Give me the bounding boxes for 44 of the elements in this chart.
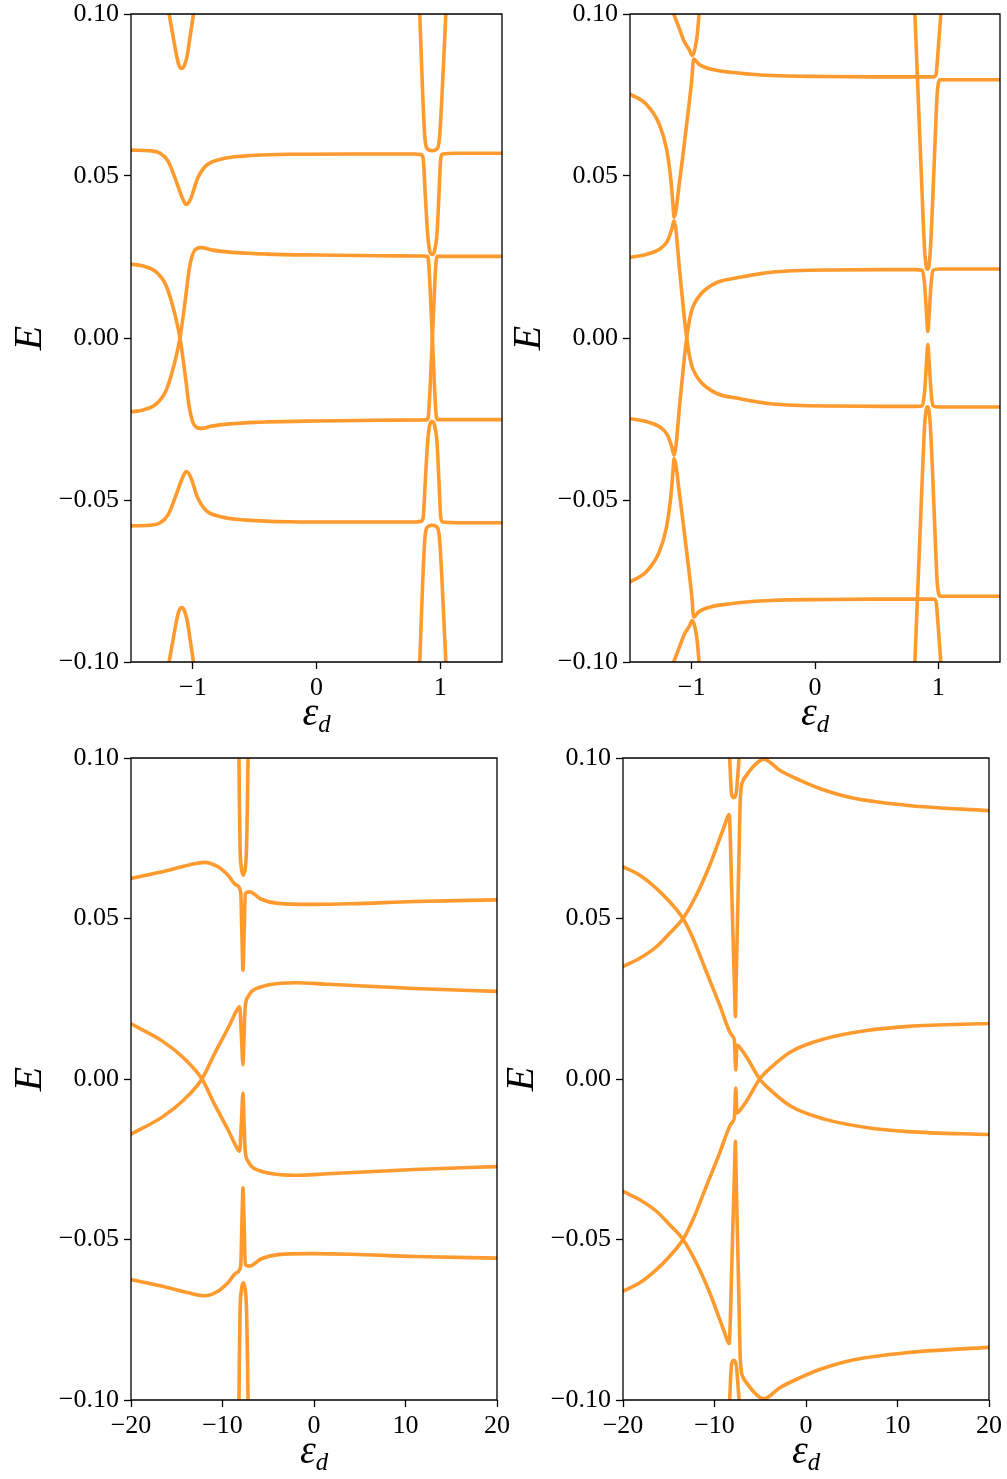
x-tick-label: −20 [602, 1410, 644, 1440]
y-tick-label: 0.00 [73, 1062, 119, 1092]
x-tick-label: −1 [677, 672, 706, 702]
x-tick-label: 10 [392, 1410, 419, 1440]
x-tick-label: −10 [694, 1410, 735, 1440]
y-tick-label: 0.00 [572, 321, 618, 351]
y-tick-label: 0.05 [565, 902, 611, 932]
y-tick-label: 0.05 [73, 902, 119, 932]
y-tick-label: 0.10 [565, 741, 611, 771]
y-tick-label: −0.05 [58, 483, 119, 513]
y-tick-label: 0.00 [565, 1062, 611, 1092]
x-tick-label: −1 [179, 672, 207, 702]
y-axis-title: E [504, 325, 549, 351]
line-series [237, 1281, 250, 1400]
y-axis-title: E [497, 1066, 542, 1092]
x-tick-label: −10 [202, 1410, 243, 1440]
x-tick-label: 1 [931, 672, 945, 702]
x-tick-label: 20 [976, 1410, 1002, 1440]
line-series [167, 605, 196, 662]
x-tick-label: 20 [484, 1410, 510, 1440]
y-tick-label: −0.10 [58, 1383, 119, 1413]
x-tick-label: 1 [433, 672, 447, 702]
line-series [131, 860, 497, 972]
line-series [417, 14, 448, 153]
y-tick-label: −0.05 [58, 1223, 119, 1253]
x-tick-label: 10 [884, 1410, 911, 1440]
y-axis-title: E [5, 1066, 50, 1092]
line-series [131, 1186, 497, 1298]
y-tick-label: 0.05 [572, 159, 618, 189]
y-tick-label: 0.00 [73, 321, 119, 351]
y-tick-label: 0.10 [73, 0, 119, 27]
line-series [237, 758, 250, 877]
y-tick-label: 0.05 [73, 159, 119, 189]
y-tick-label: −0.05 [557, 483, 618, 513]
y-tick-label: −0.10 [58, 645, 119, 675]
y-tick-label: −0.10 [550, 1383, 611, 1413]
line-series [417, 523, 448, 662]
x-tick-label: −20 [110, 1410, 152, 1440]
y-tick-label: −0.05 [550, 1223, 611, 1253]
y-axis-title: E [5, 325, 50, 351]
y-tick-label: 0.10 [572, 0, 618, 27]
y-tick-label: −0.10 [557, 645, 618, 675]
line-series [167, 14, 196, 71]
y-tick-label: 0.10 [73, 741, 119, 771]
